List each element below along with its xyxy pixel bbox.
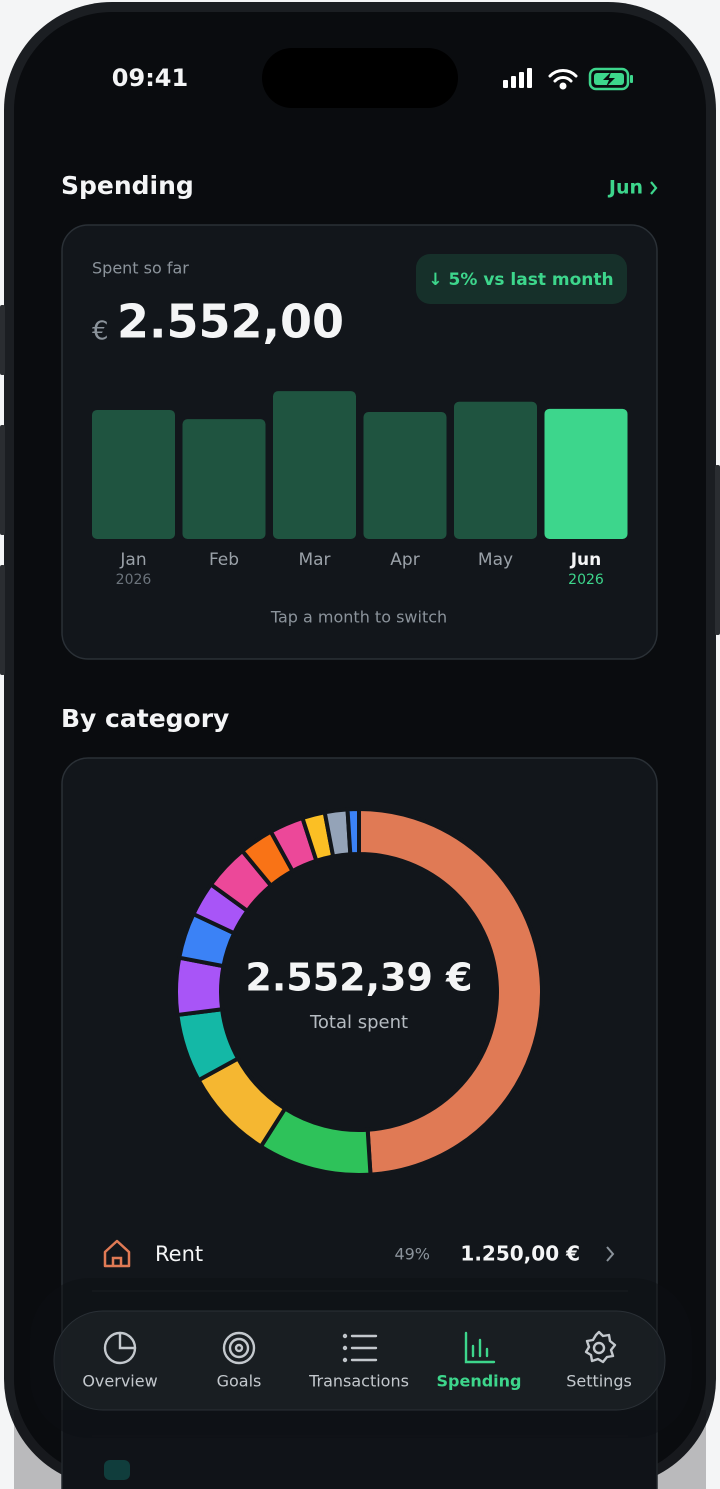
chevron[interactable] [650, 181, 658, 195]
month-bar[interactable] [182, 419, 266, 539]
month-label: May [478, 550, 513, 570]
nav-item[interactable]: Settings [566, 1372, 632, 1391]
month-bar[interactable] [454, 401, 537, 539]
wifi-icon [548, 69, 578, 90]
battery-icon [588, 67, 633, 91]
month-label: Feb [209, 550, 239, 570]
side-button [715, 465, 720, 635]
month-bar[interactable] [273, 391, 356, 539]
donut-total: 2.552,39 € [245, 956, 472, 1000]
chart-hint: Tap a month to switch [270, 608, 447, 627]
month-bar[interactable] [92, 409, 175, 539]
row-percent: 49% [394, 1245, 430, 1264]
nav-item[interactable]: Transactions [308, 1372, 409, 1391]
badge-text: ↓ 5% vs last month [428, 270, 613, 290]
month-label: Jun [570, 550, 602, 570]
donut-segment [357, 806, 544, 1177]
side-button [0, 565, 5, 675]
section-title: By category [61, 704, 229, 733]
dynamic-island [262, 48, 458, 108]
donut-segment [345, 806, 361, 857]
month-label: Mar [298, 550, 330, 570]
summary-card [61, 224, 658, 660]
nav-icons [103, 1330, 617, 1365]
summary-amount: 2.552,00 [117, 295, 344, 349]
row-name: Rent [155, 1242, 203, 1266]
month-bar[interactable] [544, 408, 628, 539]
nav-item[interactable]: Goals [217, 1372, 262, 1391]
signal-icon [503, 68, 532, 88]
row-amount: 1.250,00 € [460, 1242, 580, 1266]
currency: € [92, 317, 109, 347]
nav-item[interactable]: Spending [437, 1372, 522, 1391]
section-title: Spending [61, 171, 194, 200]
summary-label: Spent so far [92, 259, 189, 278]
year-label: 2026 [568, 572, 604, 588]
badge [416, 254, 627, 304]
side-button [0, 305, 5, 375]
month-bar[interactable] [363, 412, 447, 539]
month-label: Apr [390, 550, 419, 570]
donut-label: Total spent [309, 1012, 408, 1033]
status-time: 09:41 [112, 64, 188, 92]
month-selector[interactable]: Jun [607, 177, 643, 199]
category-row[interactable]: Rent 49% 1.250,00 € [103, 1239, 615, 1268]
nav-item[interactable]: Overview [82, 1372, 157, 1391]
year-label: 2026 [116, 572, 152, 588]
fade [14, 1410, 706, 1489]
month-label: Jan [119, 550, 146, 570]
side-button [0, 425, 5, 535]
